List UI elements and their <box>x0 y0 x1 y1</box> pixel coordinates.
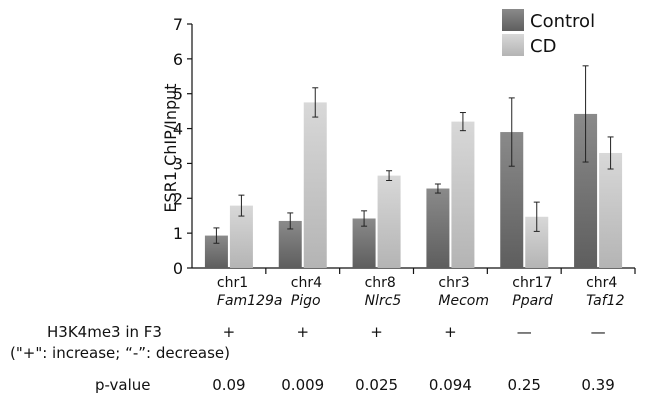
y-tick-label: 3 <box>173 154 183 173</box>
x-category-chr: chr17 <box>512 275 552 291</box>
h3k4me3-value: + <box>370 323 383 341</box>
bar-control <box>204 235 228 268</box>
y-tick-label: 4 <box>173 120 183 139</box>
h3k4me3-value: + <box>444 323 457 341</box>
bar-cd <box>525 216 549 268</box>
y-axis-label: ESR1 ChIP/Input <box>161 83 180 212</box>
bar-control <box>352 218 376 268</box>
h3k4me3-value: + <box>296 323 310 341</box>
bar-control <box>500 132 524 268</box>
x-category-gene: Ppard <box>512 293 553 309</box>
y-tick-label: 7 <box>173 15 183 34</box>
h3k4me3-value: — <box>516 323 532 341</box>
esr1-chip-bar-chart: ESR1 ChIP/Input 0 1 2 3 4 5 6 7 chr1 Fam129a chr4… <box>161 9 636 309</box>
x-category-chr: chr3 <box>438 275 469 291</box>
pvalue: 0.009 <box>281 376 325 394</box>
x-category-chr: chr4 <box>586 275 617 291</box>
x-category-chr: chr4 <box>291 275 322 291</box>
bar-control <box>426 188 450 268</box>
x-category-gene: Mecom <box>438 293 489 309</box>
x-category-chr: chr1 <box>217 275 248 291</box>
bar-control <box>574 113 598 268</box>
x-category-chr: chr8 <box>365 275 396 291</box>
bar-cd <box>229 205 253 268</box>
legend-swatch-cd <box>502 34 524 56</box>
bar-cd <box>451 121 475 268</box>
pvalue: 0.094 <box>428 376 472 394</box>
pvalue: 0.09 <box>212 376 246 394</box>
h3k4me3-value: + <box>222 323 236 341</box>
legend-label-control: Control <box>530 11 595 32</box>
legend-label-cd: CD <box>530 36 556 57</box>
pvalue-row-label: p-value <box>95 376 151 394</box>
pvalue: 0.39 <box>581 376 615 394</box>
y-tick-label: 5 <box>173 85 183 104</box>
bar-cd <box>377 175 401 268</box>
bar-control <box>278 220 302 268</box>
h3k4me3-value: — <box>590 323 606 341</box>
pvalue: 0.025 <box>355 376 399 394</box>
pvalue: 0.25 <box>507 376 541 394</box>
legend-swatch-control <box>502 9 524 31</box>
y-tick-label: 0 <box>173 259 183 278</box>
x-category-gene: Pigo <box>291 293 321 309</box>
x-category-gene: Taf12 <box>586 293 624 309</box>
y-tick-label: 1 <box>173 224 183 243</box>
h3k4me3-row-label: H3K4me3 in F3 <box>47 323 162 341</box>
h3k4me3-row-note: ("+": increase; “-”: decrease) <box>10 344 231 362</box>
y-tick-label: 2 <box>173 189 183 208</box>
bar-cd <box>599 152 623 268</box>
bar-cd <box>303 102 327 268</box>
x-category-gene: Nlrc5 <box>365 293 402 309</box>
x-category-gene: Fam129a <box>217 293 283 309</box>
y-tick-label: 6 <box>173 50 183 69</box>
